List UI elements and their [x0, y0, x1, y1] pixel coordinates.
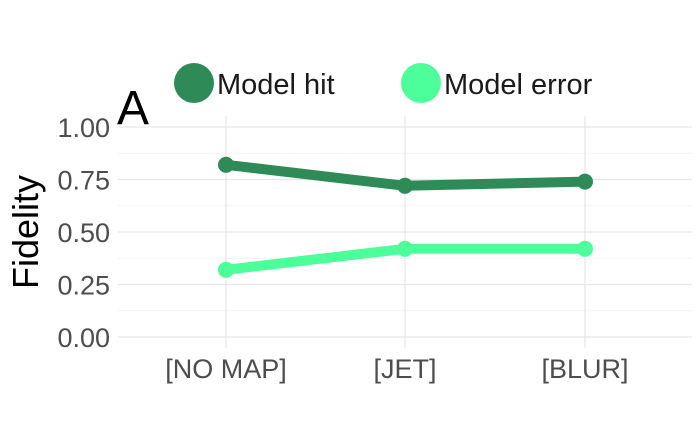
data-point — [218, 156, 234, 173]
data-point — [218, 261, 234, 278]
series-model-hit — [218, 156, 593, 194]
y-axis-label: Fidelity — [5, 175, 46, 289]
x-tick-label: [BLUR] — [541, 354, 628, 384]
legend-key — [174, 63, 214, 103]
grid — [118, 116, 692, 348]
legend: Model hit Model error — [174, 63, 593, 103]
y-tick-label: 0.50 — [57, 218, 110, 248]
legend-label: Model hit — [217, 69, 335, 101]
legend-key — [401, 63, 441, 103]
data-point — [577, 240, 593, 257]
y-tick-label: 0.25 — [57, 271, 110, 301]
series-layer — [218, 156, 593, 278]
data-point — [397, 240, 413, 257]
legend-item: Model hit — [174, 63, 335, 103]
data-point — [397, 177, 413, 194]
legend-label: Model error — [444, 69, 593, 101]
legend-item: Model error — [401, 63, 593, 103]
series-model-error — [218, 240, 593, 278]
data-point — [577, 173, 593, 190]
x-tick-label: [NO MAP] — [165, 354, 287, 384]
x-tick-label: [JET] — [373, 354, 436, 384]
y-tick-label: 1.00 — [57, 113, 110, 143]
panel-label: A — [117, 82, 149, 135]
y-axis-ticks: 0.00 0.25 0.50 0.75 1.00 — [57, 113, 110, 353]
x-axis-ticks: [NO MAP] [JET] [BLUR] — [165, 354, 628, 384]
y-tick-label: 0.75 — [57, 166, 110, 196]
y-tick-label: 0.00 — [57, 323, 110, 353]
